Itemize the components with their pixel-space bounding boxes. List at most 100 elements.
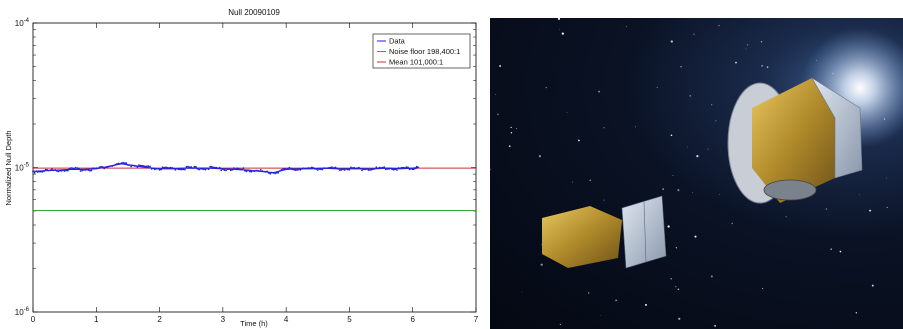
data-point [389, 167, 392, 170]
data-point [293, 168, 295, 171]
data-point [82, 169, 85, 171]
star [495, 93, 497, 95]
satellite-small-body [542, 206, 622, 268]
data-point [252, 170, 254, 172]
x-tick-label: 7 [474, 315, 479, 324]
data-point [417, 166, 420, 169]
data-point [90, 169, 93, 172]
star-field [490, 18, 888, 327]
data-point [361, 169, 363, 172]
data-point [133, 164, 136, 167]
data-point [179, 168, 182, 171]
data-point [364, 168, 367, 171]
star [545, 86, 547, 89]
data-point [70, 167, 72, 169]
data-point [217, 167, 220, 170]
data-point [275, 171, 278, 174]
data-point [334, 166, 337, 169]
data-point [116, 163, 118, 165]
data-point [172, 167, 175, 170]
star [680, 65, 682, 68]
data-point [290, 167, 292, 170]
data-point [74, 166, 77, 169]
data-point [139, 164, 142, 167]
data-point [79, 170, 82, 172]
data-point [269, 172, 272, 175]
data-point [323, 167, 325, 170]
star [693, 33, 695, 35]
y-tick-label: 10-5 [15, 163, 30, 173]
satellite-small-solar-panel [621, 195, 667, 269]
data-point [119, 163, 121, 165]
data-point [296, 169, 299, 171]
data-point [149, 165, 152, 168]
data-point [321, 168, 324, 171]
data-point [274, 172, 276, 175]
data-point [377, 167, 379, 170]
data-point [348, 168, 351, 171]
data-point [123, 162, 126, 165]
data-point [259, 169, 262, 171]
data-point [231, 168, 234, 171]
star [761, 64, 764, 67]
data-point [51, 168, 53, 171]
data-point [62, 169, 64, 172]
data-point [114, 163, 117, 166]
star [715, 120, 717, 122]
star [540, 263, 543, 266]
satellite-small [542, 195, 667, 269]
data-point [242, 167, 245, 170]
data-point [212, 166, 215, 169]
star [714, 325, 716, 327]
data-point [280, 169, 283, 171]
data-point [305, 167, 308, 170]
data-point [402, 166, 405, 169]
star [825, 208, 828, 210]
data-point [326, 167, 329, 170]
data-point [147, 165, 150, 168]
data-point [125, 162, 128, 165]
data-point [261, 170, 264, 173]
data-point [359, 167, 362, 170]
x-tick-label: 6 [410, 315, 415, 324]
data-point [196, 168, 199, 170]
data-point [264, 170, 267, 173]
star [762, 287, 764, 289]
data-point [396, 169, 398, 171]
data-point [40, 170, 42, 173]
data-point [188, 166, 191, 169]
data-point [383, 166, 386, 169]
data-point [367, 169, 370, 172]
data-point [218, 166, 221, 169]
data-point [163, 166, 166, 169]
data-point [166, 166, 169, 169]
data-point [157, 167, 159, 170]
data-point [117, 162, 120, 165]
data-point [73, 167, 75, 170]
x-tick-label: 2 [157, 315, 162, 324]
data-point [370, 168, 373, 171]
data-point [152, 167, 155, 170]
data-point [203, 168, 205, 171]
data-point [59, 169, 61, 172]
star [599, 315, 601, 316]
data-point [60, 170, 63, 172]
satellite-large-body [752, 78, 835, 203]
data-point [356, 167, 359, 170]
data-point [68, 167, 71, 170]
data-point [66, 169, 69, 172]
star [785, 216, 787, 218]
data-point [225, 169, 227, 172]
y-axis-label: Normalized Null Depth [4, 130, 13, 205]
star [692, 192, 693, 193]
data-point [38, 170, 41, 173]
data-point [47, 169, 50, 172]
data-point [247, 169, 250, 172]
star [645, 303, 647, 306]
data-point [310, 166, 313, 169]
data-point [266, 170, 269, 173]
data-point [190, 166, 193, 168]
legend-label-noise-floor: Noise floor 198,400:1 [389, 47, 460, 56]
data-point [342, 168, 344, 171]
data-point [150, 168, 153, 170]
